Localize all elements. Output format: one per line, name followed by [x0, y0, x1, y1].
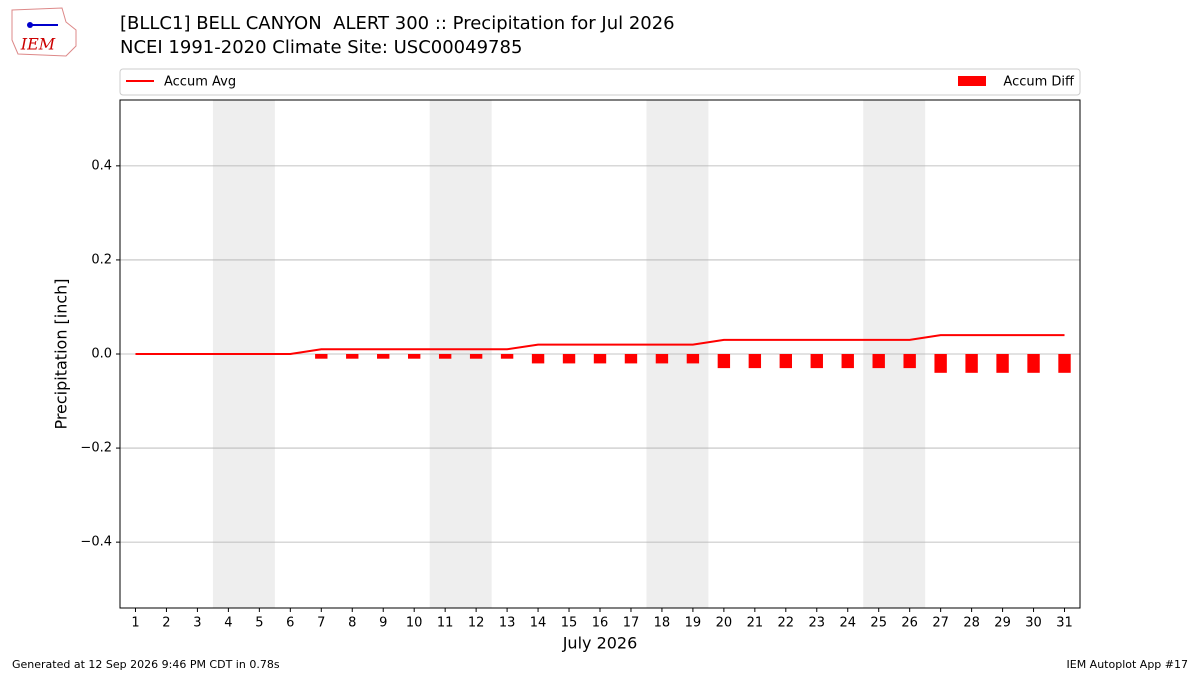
x-tick-label: 13 — [499, 616, 516, 631]
x-axis-label: July 2026 — [562, 634, 638, 653]
bar — [531, 354, 545, 364]
x-tick-label: 4 — [224, 616, 232, 631]
bar — [779, 354, 792, 369]
bar — [903, 354, 916, 369]
x-tick-label: 31 — [1056, 616, 1073, 631]
bar — [562, 354, 576, 364]
bar — [469, 354, 483, 359]
x-tick-label: 12 — [468, 616, 485, 631]
x-tick-label: 24 — [839, 616, 856, 631]
footer-right: IEM Autoplot App #17 — [1067, 658, 1189, 671]
x-tick-label: 14 — [530, 616, 547, 631]
legend-label: Accum Diff — [1003, 75, 1075, 90]
x-tick-label: 15 — [561, 616, 578, 631]
bar — [965, 354, 978, 373]
y-tick-label: 0.4 — [91, 158, 112, 173]
x-tick-label: 17 — [623, 616, 640, 631]
x-tick-label: 23 — [809, 616, 826, 631]
bar — [655, 354, 669, 364]
x-tick-label: 27 — [932, 616, 949, 631]
x-tick-label: 1 — [131, 616, 139, 631]
x-tick-label: 9 — [379, 616, 387, 631]
x-tick-label: 26 — [901, 616, 918, 631]
x-tick-label: 10 — [406, 616, 423, 631]
legend-label: Accum Avg — [164, 75, 236, 90]
line — [135, 334, 1065, 355]
x-tick-label: 6 — [286, 616, 294, 631]
bar — [686, 354, 700, 364]
bar — [377, 354, 390, 359]
bar — [717, 354, 731, 369]
logo-outline — [11, 7, 77, 57]
bar — [1027, 354, 1040, 373]
y-tick-label: −0.4 — [80, 535, 112, 550]
x-tick-label: 20 — [716, 616, 733, 631]
bar — [810, 354, 823, 369]
bar — [500, 354, 514, 359]
x-tick-label: 7 — [317, 616, 325, 631]
chart-subtitle: NCEI 1991-2020 Climate Site: USC00049785 — [120, 37, 522, 58]
bar — [438, 354, 452, 359]
x-tick-label: 2 — [162, 616, 170, 631]
axes-layer: −0.4−0.20.00.20.41 2 3 4 5 6 7 8 9 10 11 12 13 14 15 16… — [80, 158, 1072, 630]
bar — [346, 354, 359, 359]
x-tick-label: 19 — [685, 616, 702, 631]
bar — [996, 354, 1009, 373]
logo: IEM — [11, 7, 77, 57]
legend-box — [119, 68, 1081, 96]
x-tick-label: 3 — [193, 616, 201, 631]
bar — [408, 354, 421, 359]
x-tick-label: 21 — [747, 616, 764, 631]
bar — [841, 354, 854, 369]
logo-icon — [27, 22, 33, 28]
y-axis-label: Precipitation [inch] — [52, 278, 71, 429]
x-tick-label: 22 — [778, 616, 795, 631]
y-tick-label: 0.2 — [91, 252, 112, 267]
y-tick-label: −0.2 — [80, 441, 112, 456]
x-tick-label: 28 — [963, 616, 980, 631]
chart-title: [BLLC1] BELL CANYON ALERT 300 :: Precipi… — [120, 13, 675, 34]
footer-left: Generated at 12 Sep 2026 9:46 PM CDT in … — [12, 658, 280, 671]
logo-text: IEM — [20, 35, 56, 54]
bar — [934, 354, 947, 373]
x-tick-label: 30 — [1025, 616, 1042, 631]
x-tick-label: 16 — [592, 616, 609, 631]
bar — [872, 354, 885, 369]
bar — [315, 354, 328, 359]
y-tick-label: 0.0 — [91, 347, 112, 362]
marks-layer — [135, 334, 1071, 373]
bar — [593, 354, 607, 364]
x-tick-label: 5 — [255, 616, 263, 631]
bar — [748, 354, 762, 369]
bar — [1058, 354, 1071, 373]
x-tick-label: 11 — [437, 616, 454, 631]
legend-swatch — [958, 76, 986, 86]
x-tick-label: 18 — [654, 616, 671, 631]
x-tick-label: 29 — [994, 616, 1011, 631]
x-tick-label: 25 — [870, 616, 887, 631]
bar — [624, 354, 638, 364]
x-tick-label: 8 — [348, 616, 356, 631]
